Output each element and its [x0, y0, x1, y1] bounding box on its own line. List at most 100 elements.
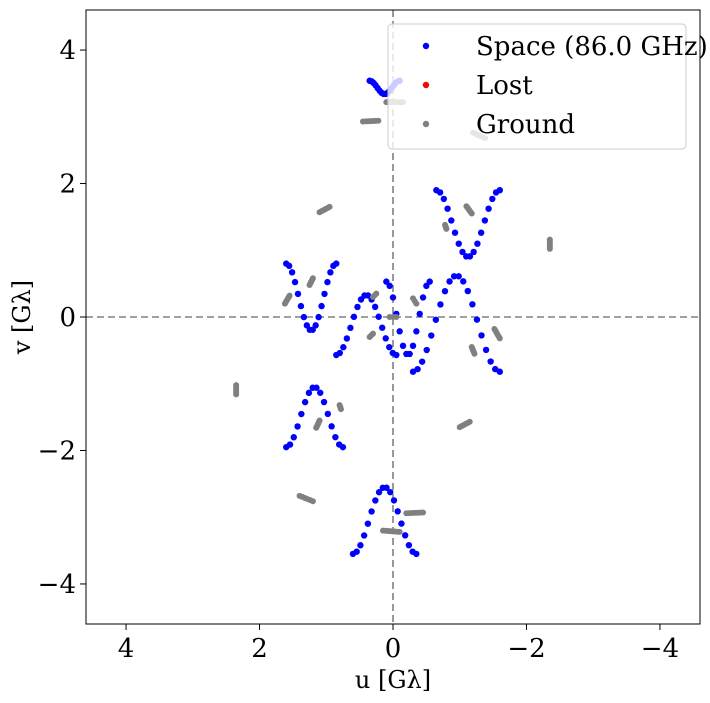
ground-point [369, 293, 376, 300]
space-point [333, 260, 340, 267]
legend-marker-lost [422, 81, 430, 89]
ground-point [309, 275, 316, 282]
y-tick-label: 0 [59, 303, 76, 333]
space-point [426, 278, 433, 285]
x-tick-label: 4 [118, 634, 135, 664]
space-point [416, 310, 423, 318]
space-point [353, 548, 360, 555]
space-point [455, 273, 462, 280]
ground-point [491, 326, 498, 333]
space-point [444, 205, 451, 212]
space-point [386, 282, 393, 290]
space-point [285, 262, 293, 270]
space-point [459, 248, 466, 256]
space-point [432, 316, 440, 323]
ground-point [313, 424, 320, 431]
ground-point [309, 498, 316, 505]
space-point [394, 508, 401, 515]
space-point [487, 358, 494, 365]
space-point [372, 497, 379, 504]
space-point [440, 195, 448, 203]
space-point [364, 520, 372, 527]
space-point [414, 365, 421, 373]
ground-point [420, 509, 427, 516]
space-point [294, 290, 302, 298]
space-point [313, 384, 320, 391]
legend: Space (86.0 GHz) Lost Ground [387, 23, 708, 150]
space-point [448, 217, 455, 224]
x-tick-label: 0 [385, 634, 402, 664]
legend-marker-ground [422, 120, 430, 128]
ground-point [233, 391, 240, 398]
space-point [455, 240, 462, 247]
x-tick-label: 2 [251, 634, 268, 664]
space-point [297, 302, 305, 310]
space-point [320, 398, 328, 406]
space-point [419, 294, 427, 301]
legend-label-space: Space (86.0 GHz) [476, 32, 708, 62]
space-point [336, 349, 344, 357]
ground-point [386, 314, 393, 320]
space-point [428, 332, 435, 339]
space-point [328, 423, 335, 430]
space-point [327, 269, 334, 276]
ground-point [286, 292, 293, 299]
space-point [485, 205, 492, 212]
space-point [390, 497, 398, 504]
space-point [413, 328, 420, 335]
y-tick-label: −2 [38, 436, 76, 466]
space-point [291, 278, 299, 286]
space-point [343, 335, 351, 342]
space-point [398, 520, 405, 527]
space-point [290, 434, 297, 441]
space-point [360, 532, 368, 539]
x-axis-label: u [Gλ] [355, 666, 431, 694]
ground-point [546, 236, 553, 243]
ground-point [466, 418, 473, 425]
space-point [375, 489, 383, 496]
space-point [436, 189, 444, 196]
space-point [387, 488, 394, 496]
space-point [317, 389, 324, 396]
space-point [300, 313, 308, 321]
space-point [474, 240, 481, 247]
ground-point [326, 203, 333, 210]
space-point [405, 541, 413, 549]
space-point [315, 313, 322, 321]
space-point [354, 303, 361, 311]
x-axis: 4 2 0 −2 −4 [118, 624, 679, 664]
y-tick-label: 2 [59, 170, 76, 200]
legend-box [387, 23, 687, 150]
space-point [371, 303, 379, 311]
space-point [469, 301, 476, 308]
space-point [332, 433, 339, 441]
ground-point [442, 221, 449, 228]
space-point [489, 195, 496, 203]
space-point [437, 301, 444, 308]
legend-label-lost: Lost [476, 71, 533, 101]
space-point [481, 217, 489, 224]
ground-point [396, 528, 403, 535]
y-tick-label: −4 [38, 570, 76, 600]
space-point [350, 313, 358, 321]
space-point [286, 441, 294, 448]
space-point [470, 248, 477, 256]
space-point [473, 316, 481, 323]
space-point [305, 389, 313, 397]
space-point [347, 324, 354, 332]
space-point [496, 186, 503, 194]
space-point [321, 290, 328, 298]
space-point [396, 328, 403, 335]
space-point [464, 287, 472, 295]
y-axis-label: v [Gλ] [8, 280, 36, 355]
space-point [368, 508, 375, 515]
space-point [413, 550, 420, 558]
space-point [409, 342, 417, 350]
legend-label-ground: Ground [476, 110, 575, 140]
x-tick-label: −4 [641, 634, 679, 664]
space-point [339, 443, 347, 451]
space-point [375, 313, 382, 320]
space-point [478, 332, 485, 339]
space-point [386, 343, 393, 351]
